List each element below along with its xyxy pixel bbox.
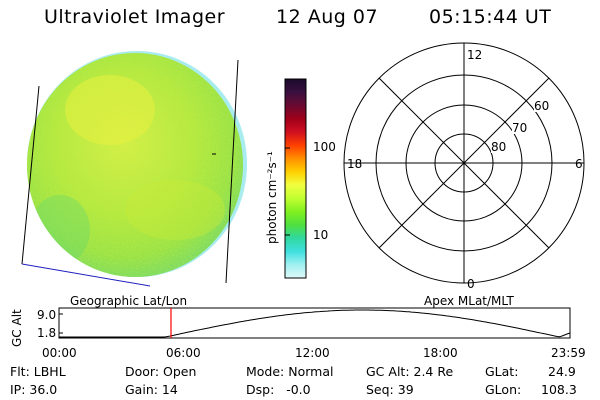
time-tick-0600: 06:00	[166, 346, 201, 360]
panel-label-apex: Apex MLat/MLT	[424, 294, 514, 308]
altitude-curve	[59, 309, 571, 338]
info-glat-value: 24.9	[548, 364, 576, 379]
info-glat-label: GLat:	[485, 364, 519, 379]
info-dsp: Dsp: -0.0	[246, 382, 311, 397]
mlt-label-18: 18	[347, 157, 363, 171]
info-gain: Gain: 14	[125, 382, 178, 397]
time-label: 05:15:44 UT	[429, 6, 552, 28]
mlt-label-12: 12	[467, 48, 483, 62]
lon-line-left	[21, 85, 40, 265]
info-gc-alt: GC Alt: 2.4 Re	[366, 364, 454, 379]
date-label: 12 Aug 07	[276, 6, 379, 28]
mlt-label-6: 6	[575, 157, 583, 171]
info-glon-value: 108.3	[541, 382, 577, 397]
altitude-strip	[58, 307, 571, 339]
alt-tick-1-8: 1.8	[37, 326, 57, 340]
colorbar	[284, 78, 307, 279]
polar-diag-2	[378, 77, 550, 249]
instrument-title: Ultraviolet Imager	[44, 6, 226, 28]
alt-axis-label: GC Alt	[10, 309, 24, 347]
altitude-strip-frame	[58, 307, 571, 339]
polar-plot	[343, 42, 585, 284]
info-door: Door: Open	[125, 364, 197, 379]
info-seq: Seq: 39	[366, 382, 414, 397]
panel-label-geographic: Geographic Lat/Lon	[70, 294, 188, 308]
lon-line-right	[225, 59, 239, 284]
lat-label-80: 80	[491, 140, 507, 154]
alt-tick-9: 9.0	[37, 308, 57, 322]
time-tick-1200: 12:00	[295, 346, 330, 360]
colorbar-tick-100: 100	[313, 140, 336, 154]
info-filter: Flt: LBHL	[10, 364, 66, 379]
colorbar-tick-10: 10	[313, 228, 329, 242]
info-mode: Mode: Normal	[246, 364, 334, 379]
info-ip: IP: 36.0	[10, 382, 58, 397]
time-tick-2359: 23:59	[551, 346, 586, 360]
mlt-label-0: 0	[467, 277, 475, 291]
time-tick-1800: 18:00	[423, 346, 458, 360]
info-glon-label: GLon:	[485, 382, 522, 397]
lat-label-70: 70	[512, 121, 528, 135]
geographic-image	[21, 51, 247, 287]
lat-label-60: 60	[534, 99, 550, 113]
time-tick-0000: 00:00	[42, 346, 77, 360]
lat-line-bottom	[21, 263, 151, 287]
